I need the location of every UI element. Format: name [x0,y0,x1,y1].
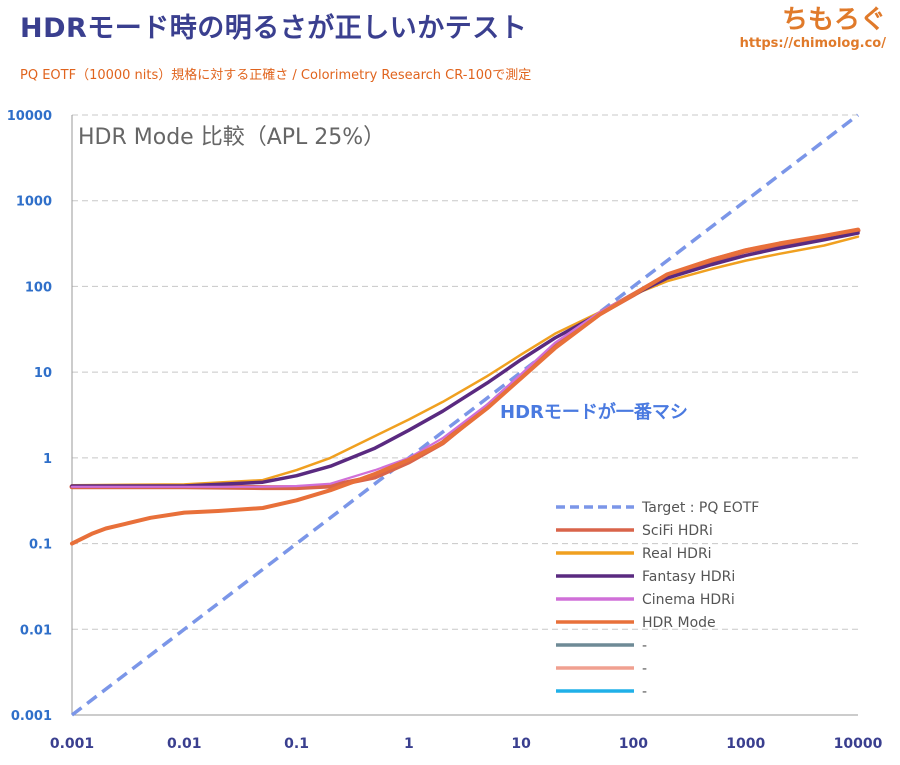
series-line-scifi-hdri [69,227,861,491]
axes [71,115,858,716]
x-tick-label: 0.001 [50,736,94,752]
y-tick-label: 1000 [16,195,52,210]
x-tick-label: 100 [619,736,648,752]
chart-title: HDR Mode 比較（APL 25%） [78,125,385,150]
legend-label: SciFi HDRi [642,523,713,539]
series-line-target-pq-eotf [70,113,860,717]
x-tick-label: 1000 [726,736,765,752]
brand-url: https://chimolog.co/ [739,36,886,51]
legend-label: Target : PQ EOTF [641,500,759,516]
y-tick-label: 10000 [7,109,52,124]
brand-logo: ちもろぐ https://chimolog.co/ [740,4,886,51]
page-title: HDRモード時の明るさが正しいかテスト [20,13,528,44]
y-tick-label: 0.01 [20,623,52,638]
x-tick-label: 1 [404,736,414,752]
legend-label: HDR Mode [642,615,716,631]
x-tick-label: 0.1 [284,736,309,752]
y-tick-label: 10 [34,366,52,381]
brand-name: ちもろぐ [781,5,886,35]
series-line-hdr-mode [70,227,860,546]
y-tick-label: 0.001 [11,709,52,724]
y-tick-label: 1 [43,452,52,467]
x-tick-label: 10 [511,736,531,752]
series-lines [69,113,861,717]
x-axis-ticks: 0.001 0.01 0.1 1 10 100 1000 10000 [50,736,883,752]
x-tick-label: 0.01 [167,736,202,752]
legend-label: - [642,661,647,677]
legend-label: - [642,638,647,654]
series-line-real-hdri [70,235,860,487]
series-line-fantasy-hdri [70,231,860,488]
legend-label: - [642,684,647,700]
chart-annotation: HDRモードが一番マシ [500,401,688,423]
legend-label: Cinema HDRi [642,592,735,608]
y-axis-ticks: 0.001 0.01 0.1 1 10 100 1000 10000 [7,109,52,724]
grid-lines [72,114,858,630]
legend-label: Real HDRi [642,546,712,562]
y-tick-label: 0.1 [29,538,52,553]
y-tick-label: 100 [25,280,52,295]
series-line-cinema-hdri [70,228,860,488]
legend-label: Fantasy HDRi [642,569,735,585]
page-subtitle: PQ EOTF（10000 nits）規格に対する正確さ / Colorimet… [20,68,532,83]
x-tick-label: 10000 [834,736,883,752]
legend: Target : PQ EOTF SciFi HDRi Real HDRi Fanta… [556,500,759,700]
